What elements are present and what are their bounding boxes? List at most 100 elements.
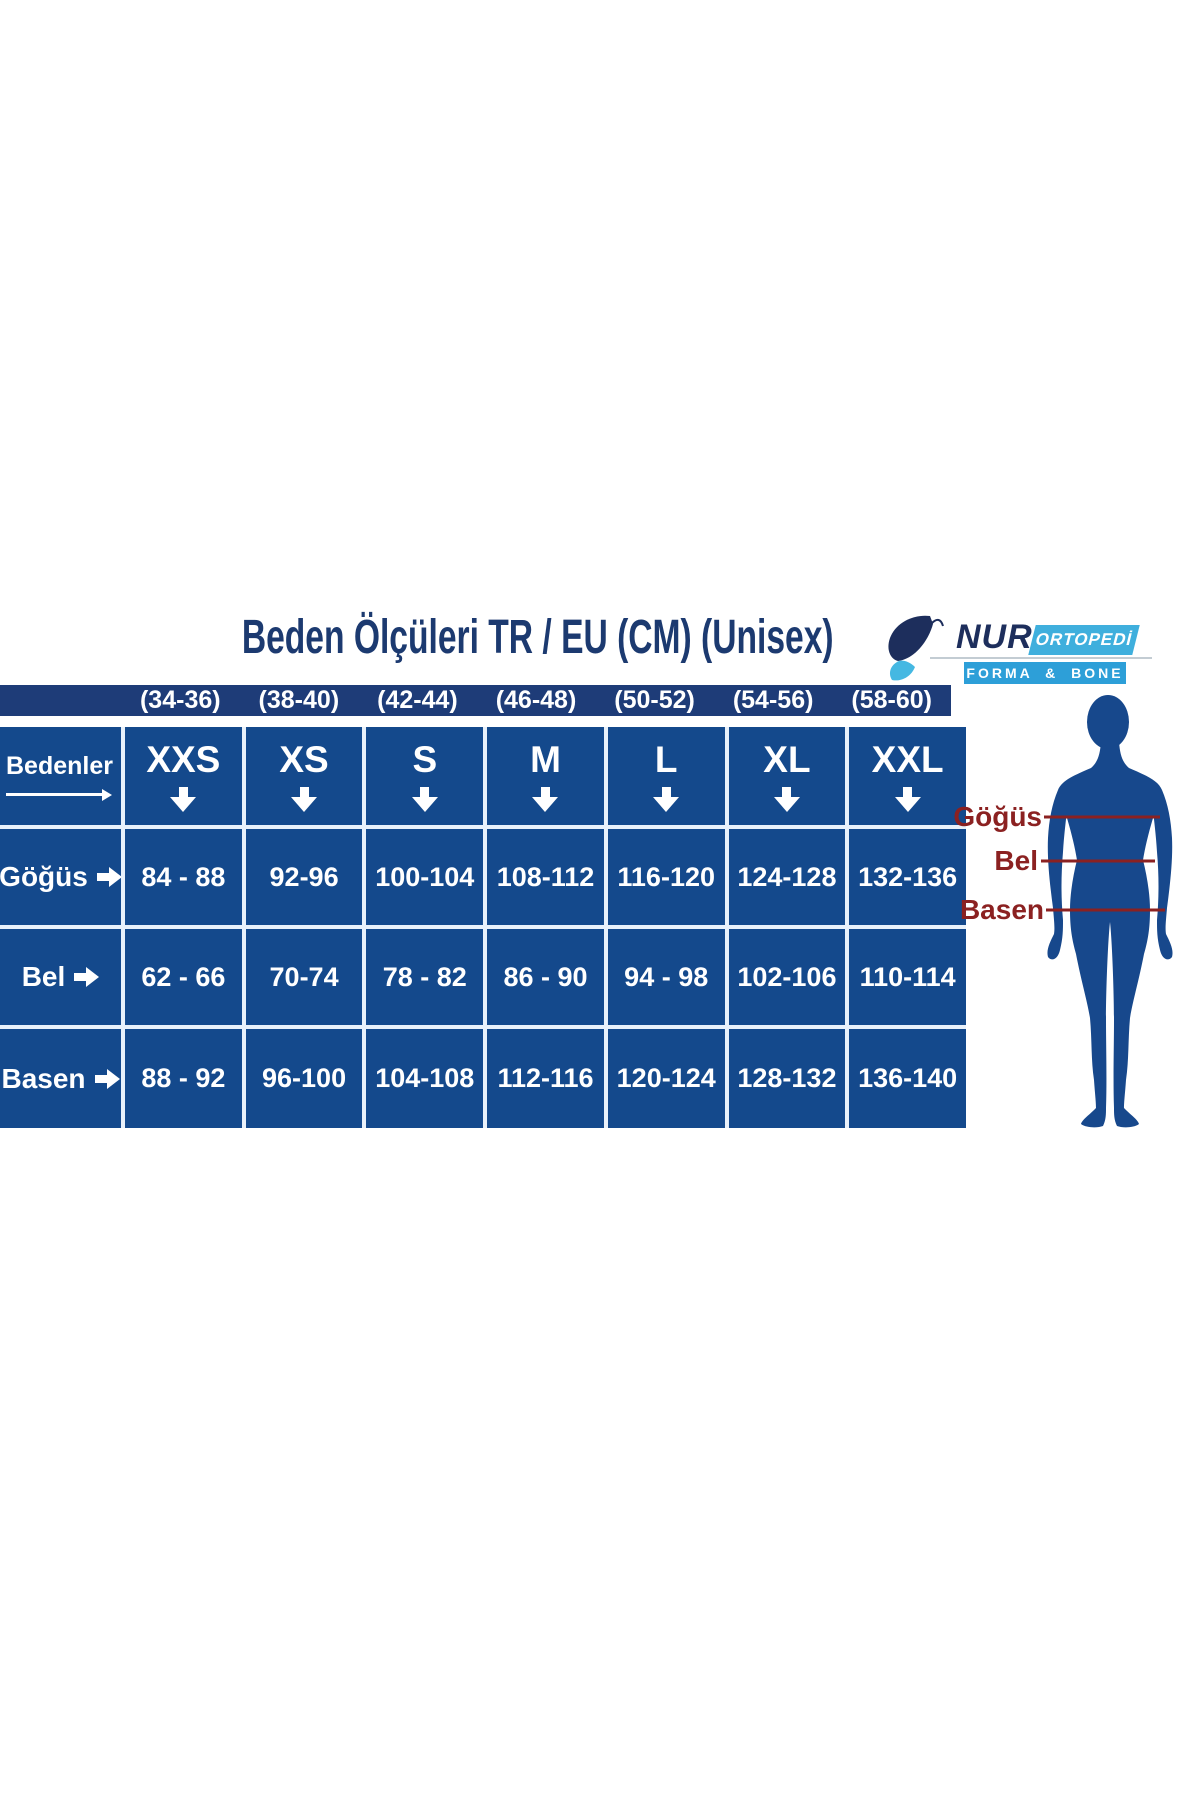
value-cell: 116-120 — [603, 825, 725, 925]
value-text: 128-132 — [737, 1063, 837, 1093]
value-text: 108-112 — [496, 861, 595, 892]
size-letter: XS — [279, 738, 329, 780]
size-table: Bedenler XXS XS S M L XL XXL Göğüs 84 - 88 92-96 10… — [0, 727, 966, 1128]
value-text: 116-120 — [617, 861, 715, 892]
value-text: 120-124 — [616, 1063, 716, 1093]
size-header-cell: XS — [241, 727, 363, 825]
value-cell: 70-74 — [241, 925, 363, 1025]
value-cell: 96-100 — [241, 1025, 363, 1128]
body-figure — [1041, 695, 1173, 1128]
size-letter: S — [412, 738, 438, 780]
value-text: 62 - 66 — [141, 961, 226, 992]
down-arrow-icon — [532, 786, 559, 812]
value-text: 104-108 — [375, 1063, 475, 1093]
down-arrow-stem — [661, 786, 671, 797]
eu-size-label: (54-56) — [732, 686, 814, 714]
eu-size-label: (50-52) — [614, 686, 695, 714]
down-arrow-head — [773, 796, 800, 812]
down-arrow-head — [170, 796, 197, 812]
down-arrow-head — [894, 796, 921, 812]
value-text: 78 - 82 — [382, 961, 467, 992]
value-cell: 100-104 — [362, 825, 484, 925]
down-arrow-stem — [540, 786, 550, 797]
brand-logo: NUR ORTOPEDİ FORMA & BONE — [884, 606, 1174, 690]
size-letter: XXS — [146, 738, 221, 780]
value-text: 84 - 88 — [141, 861, 226, 892]
value-cell: 78 - 82 — [362, 925, 484, 1025]
value-cell: 108-112 — [483, 825, 604, 925]
size-header-cell: S — [362, 727, 484, 825]
value-cell: 112-116 — [483, 1025, 604, 1128]
value-text: 124-128 — [737, 861, 837, 892]
corner-label: Bedenler — [6, 751, 113, 780]
size-header-cell: XXS — [121, 727, 242, 825]
figure-label-basen: Basen — [959, 894, 1044, 925]
brand-subtitle-text: FORMA & BONE — [966, 665, 1124, 681]
long-arrow-line — [6, 793, 102, 796]
down-arrow-icon — [894, 786, 921, 812]
value-cell: 128-132 — [724, 1025, 846, 1128]
value-text: 100-104 — [375, 861, 475, 892]
logo-divider — [930, 657, 1152, 659]
value-text: 110-114 — [859, 961, 956, 992]
value-cell: 124-128 — [724, 825, 846, 925]
size-letter: XXL — [871, 738, 944, 780]
right-arrow-icon — [96, 867, 122, 887]
down-arrow-icon — [170, 786, 197, 812]
value-cell: 110-114 — [845, 925, 966, 1025]
brand-name: NUR — [956, 618, 1033, 656]
value-cell: 94 - 98 — [603, 925, 725, 1025]
page-title-text: Beden Ölçüleri TR / EU (CM) (Unisex) — [241, 611, 834, 664]
right-arrow-head — [108, 867, 122, 887]
value-cell: 102-106 — [724, 925, 846, 1025]
brand-badge: ORTOPEDİ — [1028, 625, 1140, 655]
long-right-arrow-icon — [6, 788, 112, 801]
down-arrow-stem — [782, 786, 792, 797]
down-arrow-icon — [773, 786, 800, 812]
right-arrow-head — [86, 967, 100, 987]
right-arrow-stem — [74, 973, 87, 981]
eu-size-label: (42-44) — [377, 686, 458, 714]
brand-subtitle-badge: FORMA & BONE — [964, 662, 1126, 684]
value-cell: 88 - 92 — [121, 1025, 242, 1128]
size-header-cell: XL — [724, 727, 846, 825]
value-cell: 132-136 — [845, 825, 966, 925]
down-arrow-stem — [299, 786, 309, 797]
value-text: 94 - 98 — [624, 961, 709, 992]
value-text: 102-106 — [737, 961, 837, 992]
value-text: 86 - 90 — [503, 961, 588, 992]
butterfly-icon — [888, 615, 944, 681]
eu-size-label: (38-40) — [258, 686, 340, 714]
down-arrow-head — [411, 796, 438, 812]
down-arrow-stem — [903, 786, 913, 797]
eu-size-band: (34-36) (38-40) (42-44) (46-48) (50-52) (54-5… — [0, 685, 951, 716]
down-arrow-stem — [178, 786, 188, 797]
down-arrow-head — [653, 796, 680, 812]
eu-size-label: (46-48) — [495, 686, 577, 714]
right-arrow-icon — [74, 967, 100, 987]
long-arrow-head — [102, 788, 112, 801]
brand-badge-text: ORTOPEDİ — [1033, 630, 1135, 649]
row-label-cell: Bel — [0, 925, 121, 1025]
value-cell: 92-96 — [241, 825, 363, 925]
figure-label-gogus: Göğüs — [953, 801, 1042, 832]
down-arrow-head — [532, 796, 559, 812]
eu-size-label: (34-36) — [139, 686, 221, 714]
right-arrow-stem — [94, 1074, 107, 1083]
figure-label-bel: Bel — [994, 845, 1038, 876]
sizes-corner-cell: Bedenler — [0, 727, 121, 825]
value-cell: 84 - 88 — [121, 825, 242, 925]
size-letter: L — [654, 738, 678, 780]
right-arrow-icon — [94, 1068, 120, 1089]
right-arrow-stem — [96, 873, 109, 881]
size-header-cell: M — [483, 727, 604, 825]
row-label: Basen — [1, 1062, 86, 1094]
size-header-cell: XXL — [845, 727, 966, 825]
down-arrow-stem — [420, 786, 430, 797]
down-arrow-icon — [411, 786, 438, 812]
value-text: 112-116 — [497, 1063, 594, 1093]
row-label-cell: Basen — [0, 1025, 121, 1128]
eu-size-label: (58-60) — [851, 686, 932, 714]
value-text: 96-100 — [262, 1063, 347, 1093]
value-text: 136-140 — [858, 1063, 958, 1093]
